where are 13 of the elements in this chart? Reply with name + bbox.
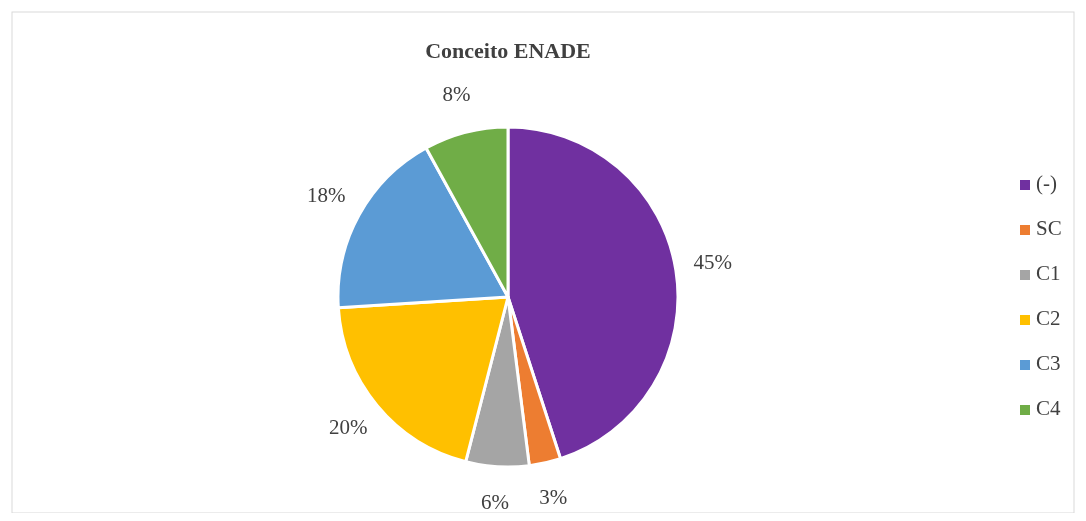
legend-label: (-) — [1036, 170, 1057, 195]
data-label: 45% — [693, 250, 733, 275]
legend-label: SC — [1036, 215, 1062, 240]
legend-label: C3 — [1036, 350, 1061, 375]
data-label: 18% — [307, 182, 346, 207]
legend-label: C2 — [1036, 305, 1061, 330]
legend-label: C4 — [1036, 395, 1062, 420]
chart-title: Conceito ENADE — [425, 38, 591, 63]
data-label: 8% — [442, 81, 471, 106]
data-label: 6% — [480, 489, 509, 514]
legend-label: C1 — [1036, 260, 1061, 285]
data-label: 3% — [539, 485, 568, 510]
data-label: 20% — [328, 415, 368, 440]
